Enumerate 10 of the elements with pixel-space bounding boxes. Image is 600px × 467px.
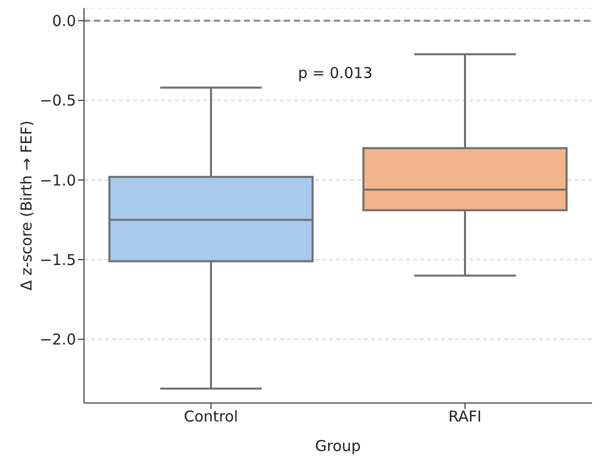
y-tick-label: −1.0 (40, 171, 76, 190)
x-tick-label: Control (184, 408, 238, 426)
y-axis-title: Δ z-score (Birth → FEF) (17, 120, 36, 290)
y-tick-label: −0.5 (40, 92, 76, 110)
y-tick-label: 0.0 (52, 12, 76, 30)
annotation: p = 0.013 (298, 64, 373, 82)
x-axis-title: Group (315, 437, 361, 455)
y-tick-label: −2.0 (40, 330, 76, 349)
y-tick-label: −1.5 (40, 250, 76, 269)
x-tick-label: RAFI (448, 408, 482, 426)
